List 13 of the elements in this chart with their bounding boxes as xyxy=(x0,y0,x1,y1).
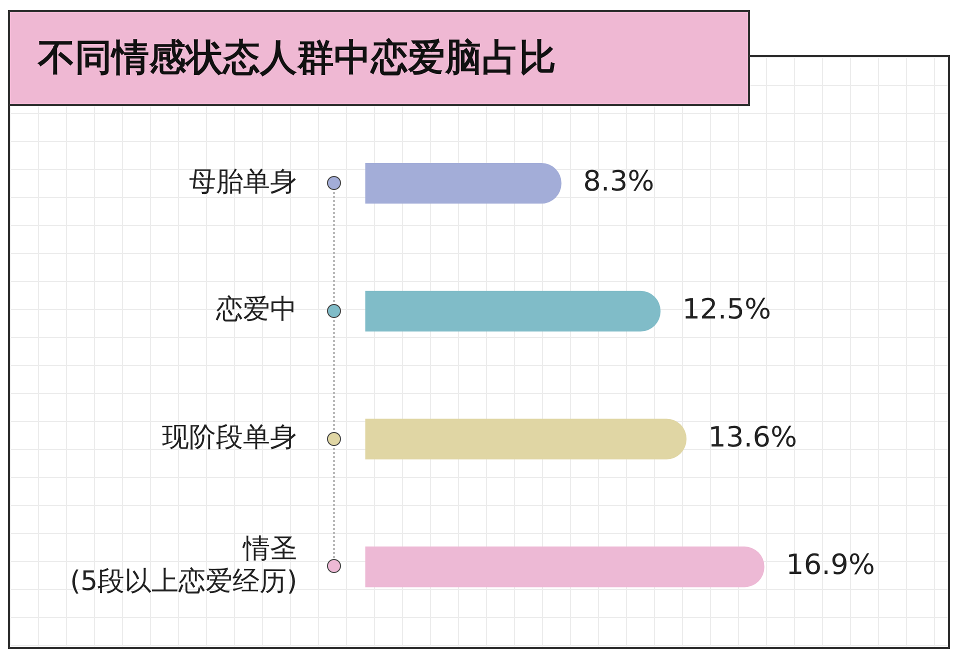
y-tick-label: 母胎单身 xyxy=(189,166,298,197)
data-label: 13.6% xyxy=(708,420,798,453)
bar xyxy=(365,162,562,204)
bar xyxy=(365,546,764,587)
data-label: 8.3% xyxy=(583,164,654,198)
data-label: 16.9% xyxy=(786,548,875,581)
bar xyxy=(365,418,686,459)
y-tick-label: 恋爱中 xyxy=(215,294,298,325)
data-label: 12.5% xyxy=(682,292,772,326)
chart-title: 不同情感状态人群中恋爱脑占比 xyxy=(8,10,750,106)
y-tick-label: 情圣 (5段以上恋爱经历) xyxy=(70,533,298,597)
y-tick-label: 现阶段单身 xyxy=(162,422,298,453)
bar xyxy=(365,290,661,332)
